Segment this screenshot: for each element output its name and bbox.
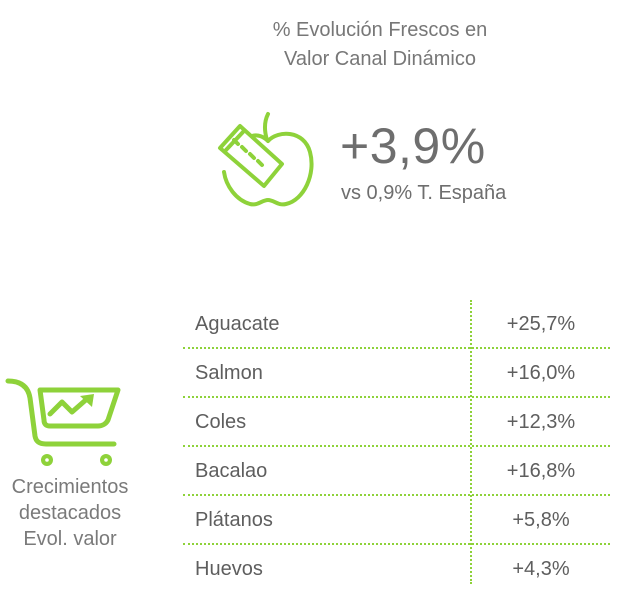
kpi-comparison: vs 0,9% T. España [341, 182, 507, 204]
growth-value: +4,3% [512, 558, 570, 580]
table-row: Aguacate +25,7% [183, 300, 610, 349]
product-name: Coles [195, 411, 247, 433]
kpi-value: +3,9% [340, 118, 486, 174]
growth-value: +12,3% [506, 411, 576, 433]
title-line-2: Valor Canal Dinámico [284, 48, 476, 70]
column-divider [470, 300, 472, 584]
growth-value: +25,7% [506, 313, 576, 335]
title-line-1: % Evolución Frescos en [272, 19, 488, 41]
highlights-label-line-1: Crecimientos [11, 476, 129, 498]
table-row: Salmon +16,0% [183, 349, 610, 398]
page-title: % Evolución Frescos en Valor Canal Dinám… [220, 16, 540, 74]
highlights-label: Crecimientos destacados Evol. valor [0, 474, 140, 552]
growth-table: Aguacate +25,7% Salmon +16,0% Coles +12,… [183, 300, 610, 592]
product-name: Bacalao [195, 460, 268, 482]
product-name: Salmon [195, 362, 263, 384]
highlights-label-line-2: destacados [18, 502, 122, 524]
apple-with-ruler-icon [218, 112, 314, 207]
growth-value: +5,8% [512, 509, 570, 531]
growth-value: +16,0% [506, 362, 576, 384]
table-row: Plátanos +5,8% [183, 496, 610, 545]
table-row: Coles +12,3% [183, 398, 610, 447]
shopping-cart-growth-icon [5, 378, 121, 466]
product-name: Huevos [195, 558, 263, 580]
table-row: Huevos +4,3% [183, 545, 610, 592]
growth-value: +16,8% [506, 460, 576, 482]
highlights-label-line-3: Evol. valor [23, 528, 117, 550]
product-name: Aguacate [195, 313, 280, 335]
table-row: Bacalao +16,8% [183, 447, 610, 496]
product-name: Plátanos [195, 509, 273, 531]
